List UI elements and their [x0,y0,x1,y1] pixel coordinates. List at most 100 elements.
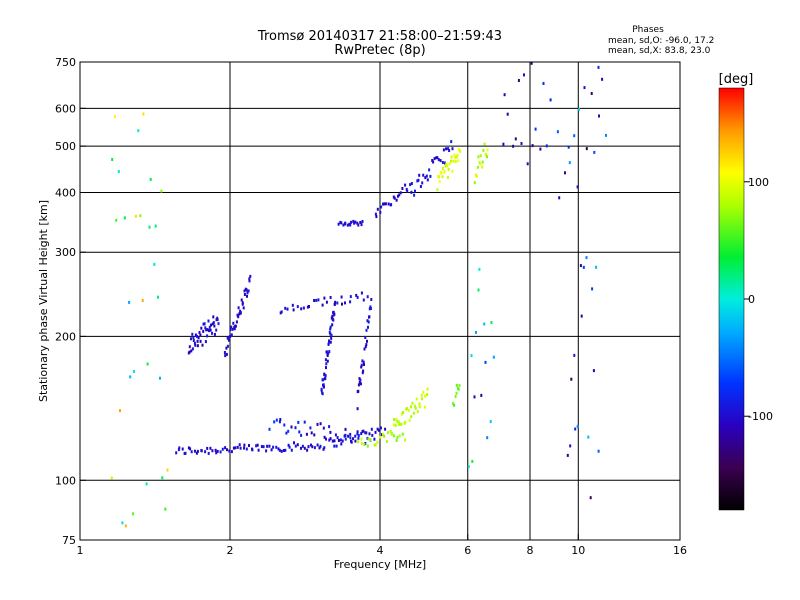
echo-point [356,407,359,411]
echo-point [597,449,600,453]
echo-point [451,169,454,173]
echo-point [426,393,429,397]
echo-point [601,77,604,81]
echo-point [384,427,387,431]
echo-point [376,427,379,431]
echo-point [245,447,248,451]
echo-point [444,164,447,168]
echo-point [502,142,505,146]
echo-point [329,437,332,441]
echo-point [587,435,590,439]
echo-point [238,312,241,316]
echo-point [349,300,352,304]
echo-point [202,329,205,333]
echo-point [387,431,389,435]
echo-point [121,521,124,525]
echo-point [206,328,209,332]
echo-point [574,427,577,431]
echo-point [188,350,191,354]
echo-point [115,218,118,222]
echo-point [354,434,357,438]
echo-point [330,336,333,340]
echo-point [246,291,249,295]
echo-point [374,430,377,434]
echo-point [356,430,359,434]
echo-point [204,340,207,344]
echo-point [333,439,336,443]
echo-point [479,162,482,166]
echo-point [383,434,386,438]
echo-point [337,222,340,226]
echo-point [517,79,520,82]
echo-point [339,438,342,442]
echo-point [396,435,399,439]
echo-point [237,315,240,319]
echo-point [124,524,127,528]
echo-point [203,322,206,326]
echo-point [564,171,566,175]
echo-point [455,155,458,159]
echo-point [410,415,413,419]
echo-point [257,448,260,452]
echo-point [376,440,379,444]
echo-point [230,450,233,454]
echo-point [396,419,399,423]
echo-point [328,425,331,429]
echo-point [481,160,484,164]
echo-point [438,175,440,179]
echo-point [196,339,199,343]
echo-point [273,420,276,424]
echo-point [325,437,327,441]
echo-point [352,219,355,223]
echo-point [207,329,210,333]
echo-point [363,347,366,351]
echo-point [146,362,149,366]
echo-point [190,349,193,353]
echo-point [319,444,322,448]
echo-point [448,162,451,166]
echo-point [213,324,216,328]
echo-point [119,409,121,413]
echo-point [590,92,593,95]
echo-point [325,300,328,304]
echo-point [450,159,452,163]
echo-point [331,439,334,443]
echo-point [249,274,252,278]
echo-point [539,147,542,151]
echo-point [520,142,523,145]
echo-point [350,220,353,224]
y-axis-ticks: 75 100 200 300 400 500 600 750 [55,56,86,547]
chart-title: Tromsø 20140317 21:58:00–21:59:43 [257,29,502,44]
echo-point [216,318,219,321]
echo-point [475,330,477,334]
echo-point [111,158,114,161]
x-tick-label: 16 [673,544,687,557]
echo-point [280,449,283,453]
echo-point [128,300,131,304]
echo-point [226,344,229,348]
echo-point [328,350,331,354]
echo-point [190,450,193,454]
echo-point [390,203,393,207]
echo-point [467,465,470,469]
echo-point [558,196,561,200]
echo-point [332,310,335,314]
echo-point [476,165,479,169]
echo-point [362,360,365,364]
echo-point [445,162,448,166]
echo-point [233,327,236,331]
echo-point [442,148,445,152]
echo-point [399,191,402,195]
echo-point [195,451,198,455]
echo-point [363,363,365,366]
echo-point [242,306,245,310]
echo-point [230,325,233,329]
echo-point [401,432,404,436]
echo-point [418,405,421,409]
echo-point [344,301,346,305]
echo-point [215,328,218,332]
echo-point [440,170,443,174]
echo-point [413,411,415,415]
echo-point [226,448,228,452]
echo-point [266,444,269,448]
